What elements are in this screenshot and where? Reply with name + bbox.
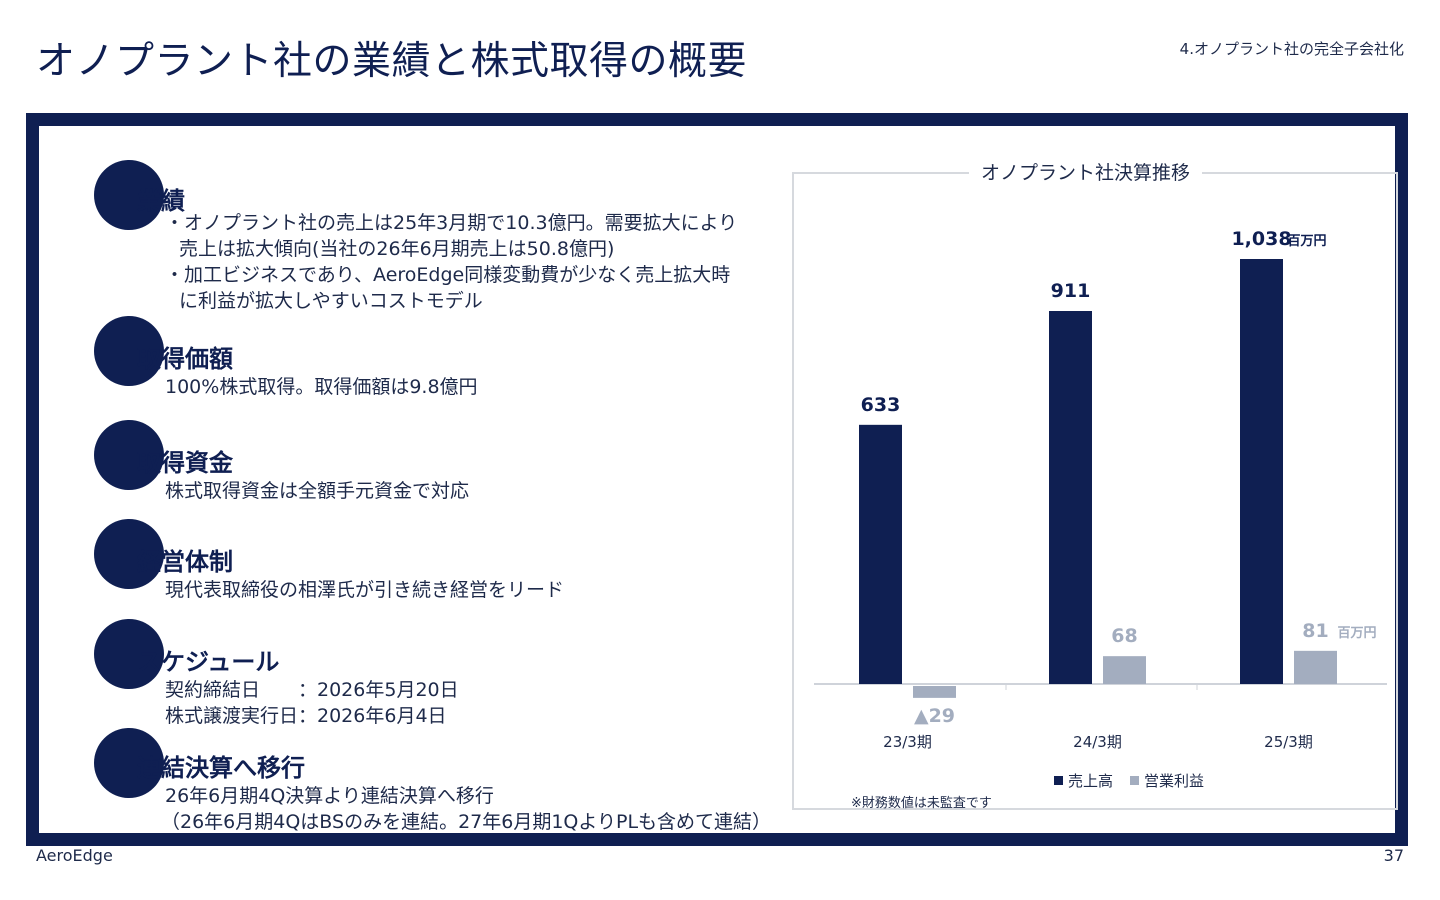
body-line: 26年6月期4Q決算より連結決算へ移行	[165, 785, 494, 807]
body-line: 現代表取締役の相澤氏が引き続き経営をリード	[165, 579, 565, 601]
data-label: 911	[1051, 280, 1091, 302]
data-label: 81	[1302, 620, 1328, 642]
unit-label: 百万円	[1338, 626, 1377, 641]
bullet-circle	[94, 316, 164, 386]
x-tick-label: 23/3期	[883, 733, 932, 751]
item-body: ・オノプラント社の売上は25年3月期で10.3億円。需要拡大により 売上は拡大傾…	[165, 210, 737, 314]
legend-label: 売上高	[1068, 772, 1113, 790]
x-tick-label: 25/3期	[1264, 733, 1313, 751]
body-line: ・オノプラント社の売上は25年3月期で10.3億円。需要拡大により	[165, 212, 738, 234]
item-heading: スケジュール	[137, 648, 280, 676]
unit-label: 百万円	[1288, 234, 1327, 249]
item-heading: 業績	[137, 187, 185, 215]
bar-sales-0	[859, 424, 902, 684]
item-body: 100%株式取得。取得価額は9.8億円	[165, 374, 478, 400]
footer-company: AeroEdge	[36, 846, 113, 865]
legend-swatch	[1054, 776, 1063, 785]
body-line: 株式譲渡実行日：2026年6月4日	[165, 705, 447, 727]
data-label: 68	[1111, 625, 1137, 647]
body-line: 株式取得資金は全額手元資金で対応	[165, 480, 470, 502]
body-line: 100%株式取得。取得価額は9.8億円	[165, 376, 478, 398]
page-number: 37	[1383, 846, 1404, 865]
item-body: 契約締結日 ：2026年5月20日 株式譲渡実行日：2026年6月4日	[165, 677, 459, 729]
legend-label: 営業利益	[1144, 772, 1204, 790]
content-frame: 業績 ・オノプラント社の売上は25年3月期で10.3億円。需要拡大により 売上は…	[26, 113, 1408, 846]
item-body: 株式取得資金は全額手元資金で対応	[165, 478, 469, 504]
item-heading: 取得価額	[137, 345, 233, 373]
x-tick-label: 24/3期	[1073, 733, 1122, 751]
section-label: 4.オノプラント社の完全子会社化	[1179, 40, 1404, 58]
bullet-circle	[94, 728, 164, 798]
bullet-circle	[94, 420, 164, 490]
item-body: 26年6月期4Q決算より連結決算へ移行 （26年6月期4QはBSのみを連結。27…	[161, 783, 771, 835]
bar-operating-profit-2	[1294, 650, 1337, 684]
page-title: オノプラント社の業績と株式取得の概要	[36, 39, 748, 84]
bullet-circle	[94, 619, 164, 689]
bar-sales-2	[1240, 259, 1283, 684]
bullet-circle	[94, 519, 164, 589]
bar-operating-profit-0	[913, 686, 956, 698]
body-line: 売上は拡大傾向(当社の26年6月期売上は50.8億円)	[179, 238, 615, 260]
body-line: ・加工ビジネスであり、AeroEdge同様変動費が少なく売上拡大時	[165, 264, 731, 286]
bar-operating-profit-1	[1103, 656, 1146, 684]
data-label: 633	[861, 394, 901, 416]
bullet-circle	[94, 160, 164, 230]
data-label: ▲29	[914, 705, 955, 727]
item-heading: 経営体制	[137, 548, 233, 576]
item-heading: 連結決算へ移行	[137, 754, 305, 782]
chart-note: ※財務数値は未監査です	[851, 795, 992, 811]
body-line: 契約締結日 ：2026年5月20日	[165, 679, 459, 701]
body-line: （26年6月期4QはBSのみを連結。27年6月期1QよりPLも含めて連結）	[161, 811, 772, 833]
item-heading: 取得資金	[137, 449, 233, 477]
body-line: に利益が拡大しやすいコストモデル	[179, 290, 483, 312]
chart-title: オノプラント社決算推移	[969, 158, 1203, 185]
legend-swatch	[1130, 776, 1139, 785]
item-body: 現代表取締役の相澤氏が引き続き経営をリード	[165, 577, 564, 603]
bar-sales-1	[1049, 310, 1092, 684]
data-label: 1,038	[1231, 228, 1291, 250]
